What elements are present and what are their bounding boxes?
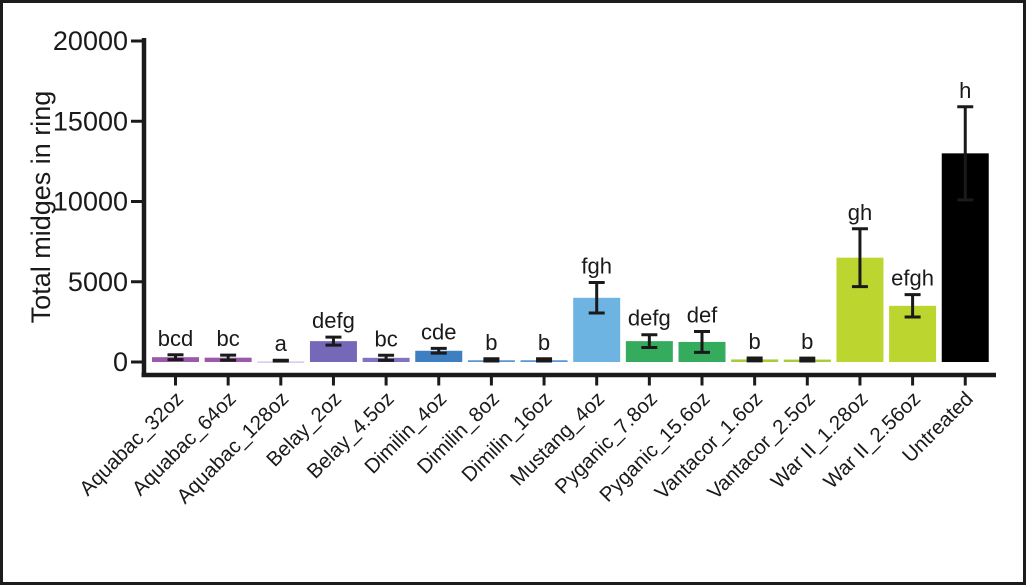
bar [415,350,463,362]
significance-letter: fgh [581,254,612,279]
significance-letter: cde [421,319,456,344]
bar [309,341,357,362]
significance-letter: bcd [158,326,193,351]
y-tick-label: 20000 [53,26,128,56]
significance-letter: gh [848,200,872,225]
significance-letter: b [485,330,497,355]
significance-letter: efgh [891,266,934,291]
bar [625,341,673,362]
y-axis-title: Total midges in ring [26,91,56,324]
significance-letter: b [801,329,813,354]
significance-letter: a [275,331,288,356]
significance-letter: bc [374,326,397,351]
y-tick-label: 15000 [53,106,128,136]
significance-letter: h [959,78,971,103]
y-tick-label: 0 [113,347,128,377]
significance-letter: defg [312,308,355,333]
y-tick-label: 5000 [68,267,128,297]
significance-letter: b [749,329,761,354]
significance-letter: bc [217,326,240,351]
significance-letter: defg [628,306,671,331]
y-tick-label: 10000 [53,187,128,217]
significance-letter: def [687,303,718,328]
significance-letter: b [538,330,550,355]
